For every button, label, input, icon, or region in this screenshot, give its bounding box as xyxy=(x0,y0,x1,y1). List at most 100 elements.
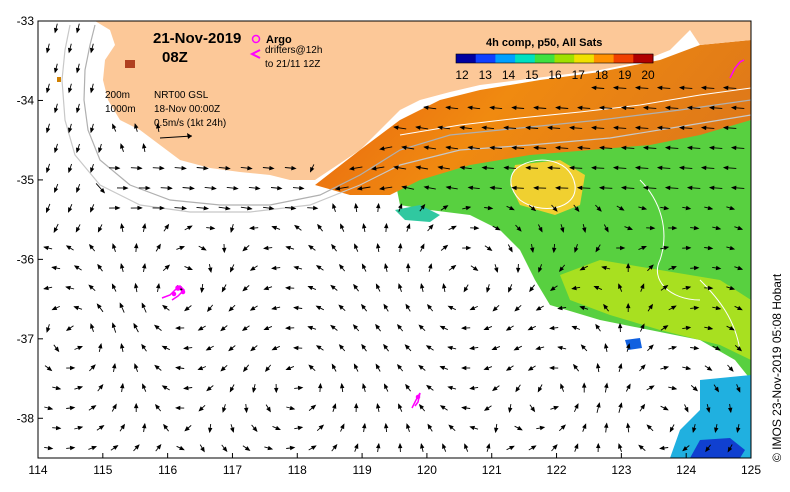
current-arrowhead xyxy=(437,125,443,130)
current-arrowhead xyxy=(595,246,601,253)
current-arrowhead xyxy=(560,383,565,389)
current-arrowhead xyxy=(383,303,389,310)
current-arrowhead xyxy=(625,302,631,309)
current-arrowhead xyxy=(291,165,297,171)
current-arrowhead xyxy=(656,125,663,131)
current-arrowhead xyxy=(515,267,521,274)
current-arrowhead xyxy=(591,125,597,131)
current-arrowhead xyxy=(396,363,403,370)
current-arrowhead xyxy=(244,446,251,451)
current-arrowhead xyxy=(560,424,566,430)
current-arrowhead xyxy=(133,242,139,249)
current-arrowhead xyxy=(516,226,522,232)
current-arrowhead xyxy=(576,185,583,191)
current-arrowhead xyxy=(686,145,693,151)
current-arrowhead xyxy=(354,402,359,409)
current-arrowhead xyxy=(46,366,53,372)
current-arrowhead xyxy=(442,282,447,289)
current-arrowhead xyxy=(447,345,453,351)
current-arrowhead xyxy=(69,445,76,451)
current-arrowhead xyxy=(708,145,715,151)
current-arrowhead xyxy=(375,323,381,330)
drifter-legend-icon xyxy=(249,49,261,59)
lon-tick-label: 124 xyxy=(676,463,696,477)
current-arrowhead xyxy=(730,185,737,191)
scale-label: 0.5m/s (1kt 24h) xyxy=(154,118,226,129)
current-arrowhead xyxy=(418,364,424,370)
current-arrowhead xyxy=(418,403,425,410)
current-arrowhead xyxy=(183,345,189,351)
colorbar-swatch xyxy=(534,54,555,63)
product-label: NRT00 GSL xyxy=(154,90,209,101)
current-arrowhead xyxy=(275,425,281,431)
current-arrowhead xyxy=(494,267,499,273)
current-arrowhead xyxy=(308,364,314,370)
current-arrowhead xyxy=(384,262,389,269)
current-arrowhead xyxy=(362,382,367,389)
current-arrowhead xyxy=(268,205,275,211)
current-arrowhead xyxy=(75,27,81,34)
current-arrowhead xyxy=(705,446,711,453)
current-arrowhead xyxy=(51,305,58,311)
colorbar-swatch xyxy=(613,54,634,63)
current-arrowhead xyxy=(464,443,469,449)
current-arrowhead xyxy=(469,425,476,431)
current-arrowhead xyxy=(572,363,579,370)
current-arrowhead xyxy=(65,245,72,251)
current-arrowhead xyxy=(175,325,181,331)
current-vectors xyxy=(43,23,745,453)
current-arrowhead xyxy=(383,222,389,229)
current-arrowhead xyxy=(595,362,601,369)
current-arrowhead xyxy=(376,402,381,409)
current-arrowhead xyxy=(45,87,51,94)
current-arrowhead xyxy=(115,165,121,171)
depth-1000-label: 1000m xyxy=(105,104,136,115)
drifter-track-2 xyxy=(411,392,421,409)
current-arrowhead xyxy=(75,147,81,154)
current-arrowhead xyxy=(396,323,403,330)
current-arrowhead xyxy=(547,165,553,171)
current-arrowhead xyxy=(656,165,663,171)
current-arrowhead xyxy=(707,285,714,291)
current-arrowhead xyxy=(340,423,345,430)
current-arrowhead xyxy=(508,407,513,414)
current-arrowhead xyxy=(596,206,602,212)
current-arrowhead xyxy=(508,246,513,253)
current-arrowhead xyxy=(89,87,95,94)
current-arrowhead xyxy=(76,187,81,193)
lon-tick-label: 116 xyxy=(158,463,177,477)
current-arrowhead xyxy=(620,185,627,191)
current-arrowhead xyxy=(221,286,227,293)
current-arrowhead xyxy=(426,384,432,390)
current-arrowhead xyxy=(525,165,531,171)
current-arrowhead xyxy=(398,283,403,289)
current-arrowhead xyxy=(154,364,160,370)
current-arrowhead xyxy=(736,346,743,352)
current-arrowhead xyxy=(618,402,623,408)
colorbar-tick-label: 13 xyxy=(479,68,493,82)
current-arrowhead xyxy=(574,206,580,213)
current-arrowhead xyxy=(155,282,161,289)
current-arrowhead xyxy=(164,264,171,270)
current-arrowhead xyxy=(375,202,381,209)
current-arrowhead xyxy=(134,363,139,369)
current-arrowhead xyxy=(263,245,269,251)
current-arrowhead xyxy=(203,205,210,211)
current-arrowhead xyxy=(242,366,249,373)
current-arrowhead xyxy=(120,222,125,229)
current-arrowhead xyxy=(525,125,531,131)
current-arrowhead xyxy=(310,445,317,451)
current-arrowhead xyxy=(73,305,80,311)
lat-tick-label: -34 xyxy=(17,93,35,107)
current-arrowhead xyxy=(459,165,465,171)
current-arrowhead xyxy=(604,382,609,389)
current-arrowhead xyxy=(68,167,73,174)
current-arrowhead xyxy=(693,345,700,351)
current-arrowhead xyxy=(249,305,256,311)
current-arrowhead xyxy=(141,302,146,309)
lat-tick-label: -37 xyxy=(17,332,35,346)
current-arrowhead xyxy=(75,67,81,74)
current-arrowhead xyxy=(90,323,95,329)
current-arrowhead xyxy=(557,305,563,311)
current-arrowhead xyxy=(222,407,227,413)
